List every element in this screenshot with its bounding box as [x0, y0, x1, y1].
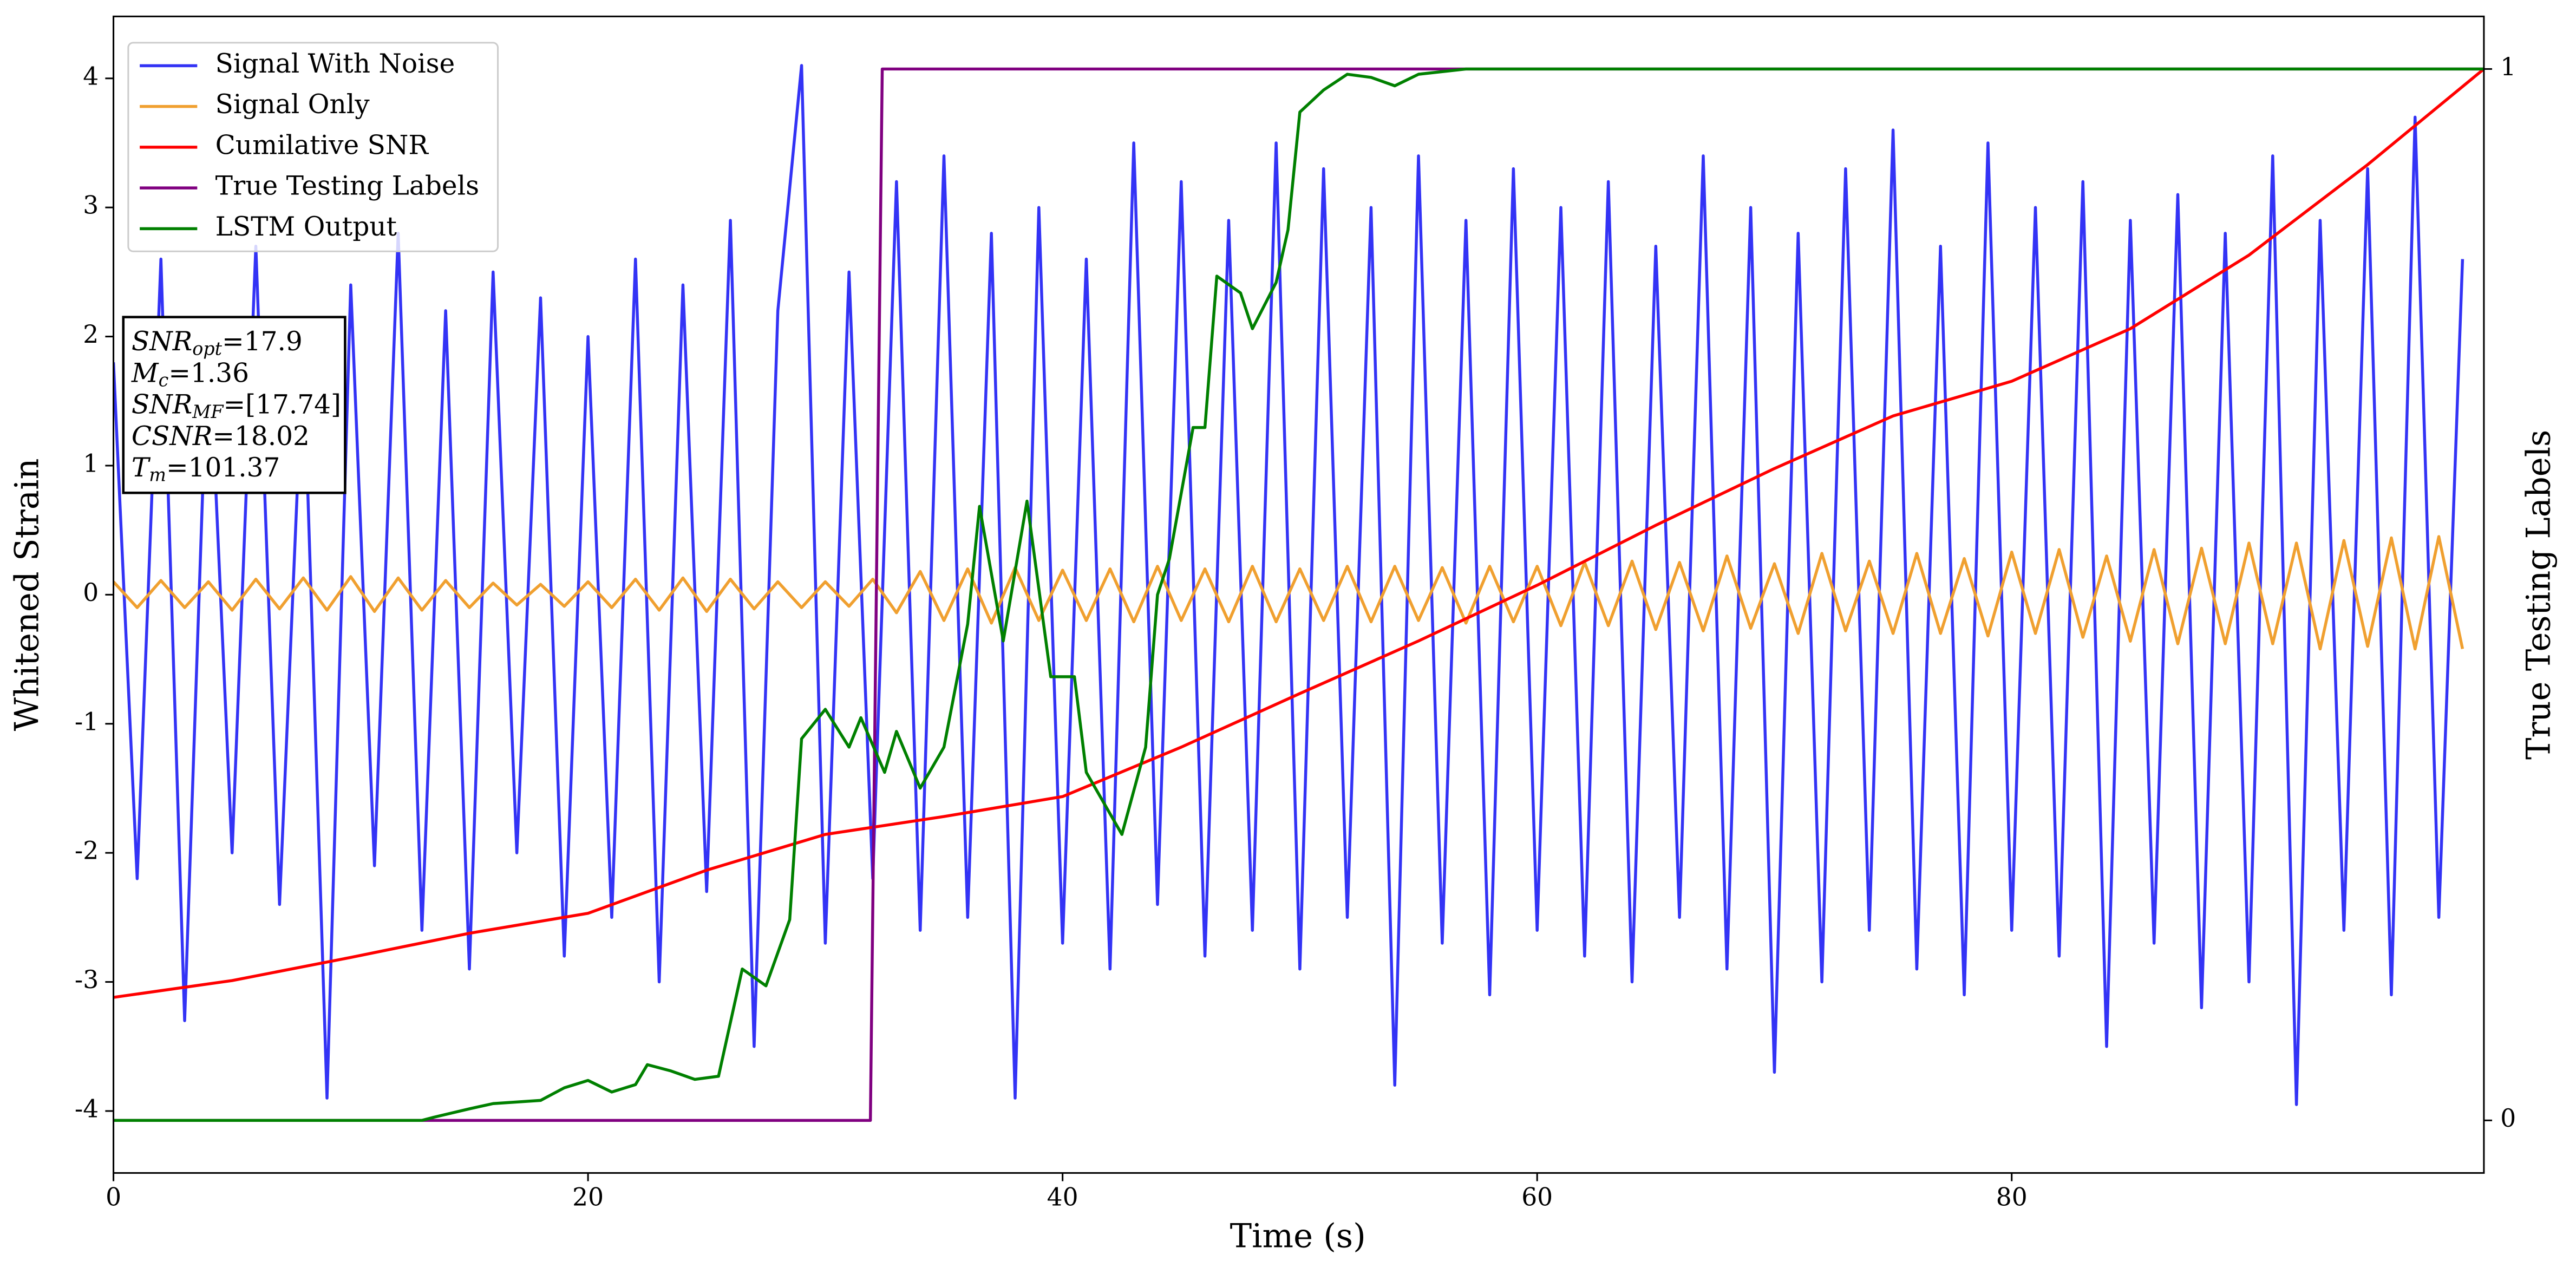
y-tick-label: -3 — [75, 965, 99, 994]
annotation-subscript: m — [149, 464, 166, 485]
annotation-value: =[17.74] — [224, 389, 341, 420]
legend-label: True Testing Labels — [215, 171, 479, 201]
legend-box — [127, 42, 499, 252]
x-tick-label: 0 — [106, 1182, 121, 1211]
annotation-value: =101.37 — [166, 453, 280, 483]
annotation-symbol: SNR — [132, 389, 192, 420]
annotation-line: Tm=101.37 — [132, 453, 280, 486]
y-tick-label: -1 — [75, 707, 99, 736]
annotation-subscript: MF — [192, 401, 224, 422]
x-tick-label: 20 — [572, 1182, 604, 1211]
y2-axis-label: True Testing Labels — [2520, 430, 2558, 760]
series-line — [113, 67, 2484, 1122]
y2-tick-label: 1 — [2500, 53, 2516, 81]
annotation-value: =17.9 — [222, 326, 303, 357]
annotation-box: SNRopt=17.9Mc=1.36SNRMF=[17.74]CSNR=18.0… — [122, 316, 346, 494]
plot-area — [113, 64, 2484, 1122]
annotation-value: =1.36 — [168, 358, 249, 388]
legend-label: Signal With Noise — [215, 49, 455, 79]
annotation-symbol: SNR — [132, 326, 192, 357]
y-tick-label: -2 — [75, 837, 99, 865]
annotation-line: Mc=1.36 — [131, 358, 249, 391]
annotation-line: SNRMF=[17.74] — [132, 389, 341, 422]
legend: Signal With Noise Signal Only Cumilative S… — [127, 42, 499, 252]
annotation-line: CSNR=18.02 — [132, 421, 310, 451]
x-axis-label: Time (s) — [1230, 1217, 1366, 1255]
annotation-symbol: T — [132, 453, 151, 483]
x-tick-label: 60 — [1521, 1182, 1553, 1211]
y-tick-label: 0 — [83, 578, 99, 607]
x-tick-label: 40 — [1047, 1182, 1078, 1211]
legend-label: Signal Only — [215, 89, 370, 120]
series-line — [113, 68, 2484, 999]
annotation-symbol: CSNR — [132, 421, 212, 451]
y2-tick-label: 0 — [2500, 1104, 2516, 1133]
series-line — [113, 535, 2464, 651]
legend-label: LSTM Output — [215, 212, 397, 242]
annotation-subscript: opt — [192, 338, 222, 359]
y-tick-label: 1 — [83, 449, 99, 478]
annotation-line: SNRopt=17.9 — [132, 326, 303, 360]
annotation-value: =18.02 — [212, 421, 310, 451]
y-tick-label: 2 — [83, 320, 99, 349]
annotation-symbol: M — [131, 358, 159, 388]
series-line — [113, 64, 2464, 1106]
y-axis-label: Whitened Strain — [8, 458, 46, 731]
legend-label: Cumilative SNR — [215, 130, 429, 160]
annotation-frame — [122, 316, 346, 494]
y-tick-label: 3 — [83, 191, 99, 220]
y-tick-label: 4 — [83, 62, 99, 90]
x-tick-label: 80 — [1996, 1182, 2028, 1211]
annotation-subscript: c — [159, 370, 169, 391]
y-tick-label: -4 — [75, 1094, 99, 1123]
